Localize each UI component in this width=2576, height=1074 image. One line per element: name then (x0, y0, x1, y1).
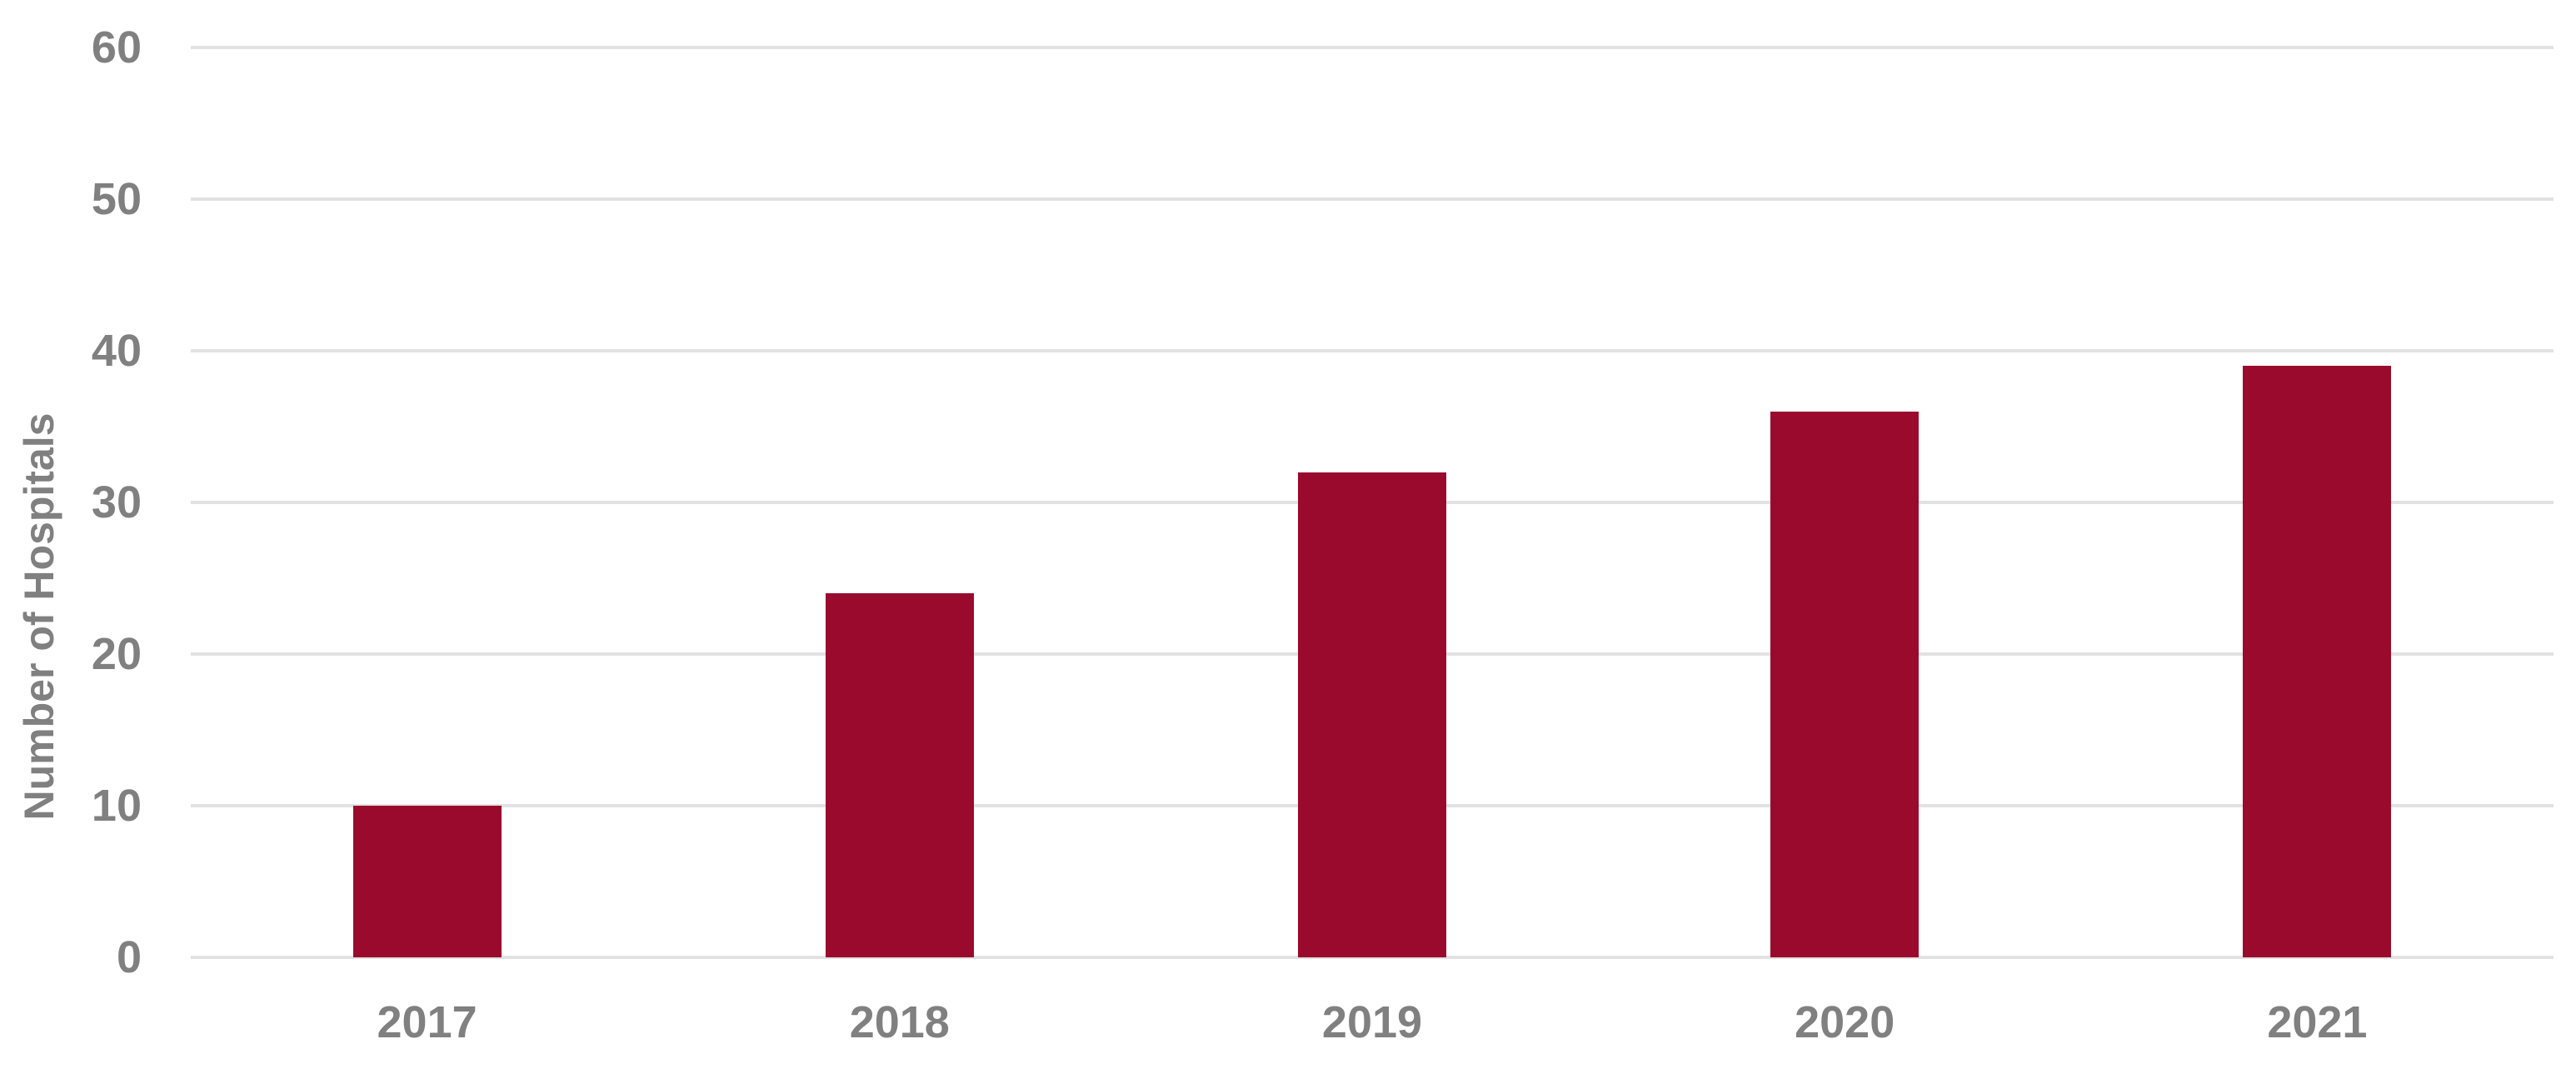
plot-area (191, 46, 2554, 959)
y-tick-label: 20 (91, 629, 142, 679)
bar-2021 (2243, 366, 2392, 957)
gridline-50 (191, 197, 2554, 201)
y-tick-label: 0 (116, 932, 142, 982)
x-tick-label-2021: 2021 (2267, 997, 2368, 1047)
x-tick-label-2017: 2017 (377, 997, 477, 1047)
bar-2018 (825, 593, 974, 957)
bar-2017 (352, 806, 502, 957)
y-tick-label: 10 (91, 781, 142, 831)
gridline-0 (191, 956, 2554, 959)
x-tick-label-2020: 2020 (1795, 997, 1895, 1047)
gridline-60 (191, 46, 2554, 49)
y-tick-label: 60 (91, 22, 142, 72)
y-tick-label: 40 (91, 326, 142, 376)
bar-2020 (1770, 411, 1920, 957)
bar-2019 (1298, 472, 1446, 957)
x-tick-label-2019: 2019 (1321, 997, 1423, 1047)
gridline-40 (191, 349, 2554, 352)
y-tick-label: 30 (91, 477, 142, 527)
y-axis-title: Number of Hospitals (16, 412, 62, 821)
x-tick-label-2018: 2018 (849, 997, 950, 1047)
y-tick-label: 50 (91, 174, 142, 224)
